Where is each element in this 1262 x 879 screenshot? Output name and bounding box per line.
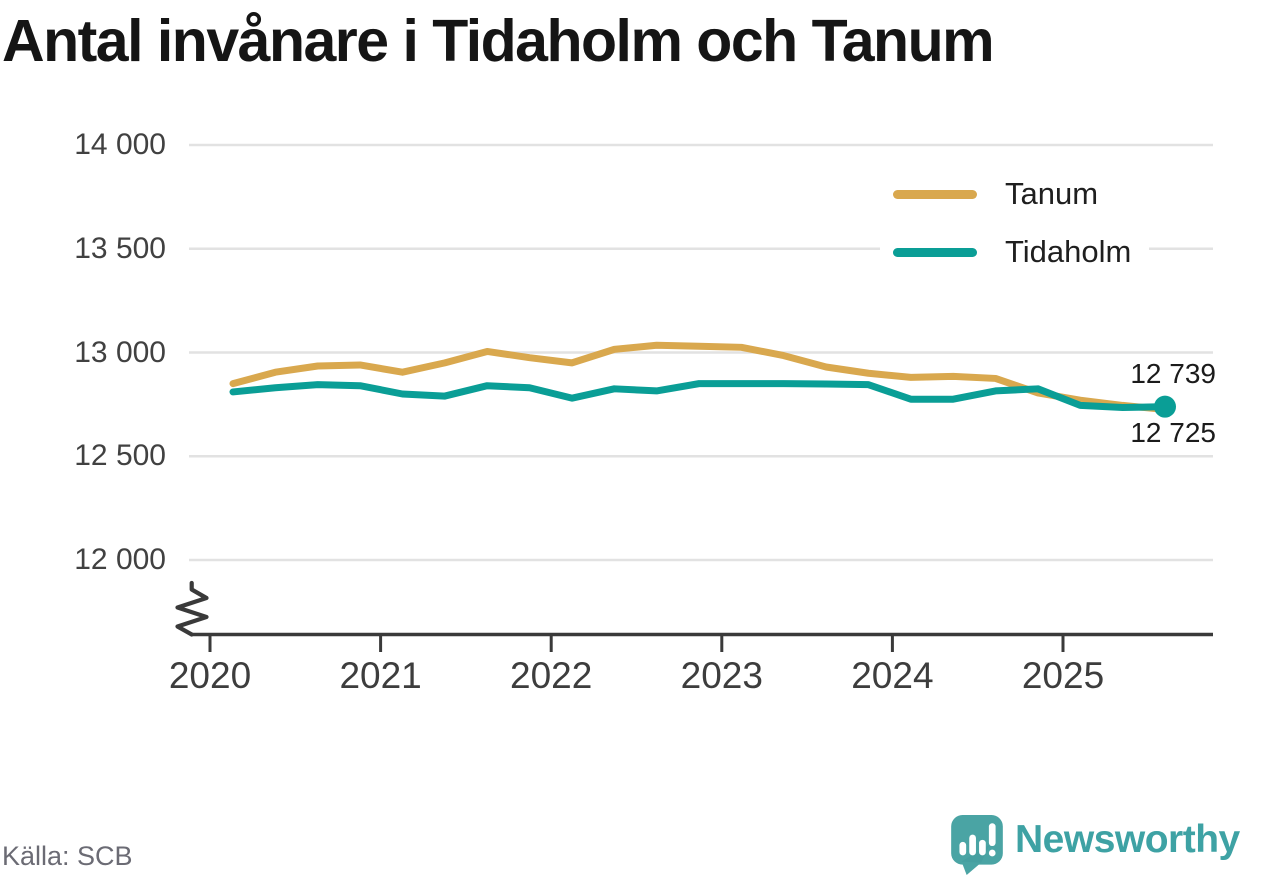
x-tick-label: 2025 [1021, 655, 1105, 696]
newsworthy-bubble-icon [951, 815, 1003, 875]
axis-break-zigzag [175, 580, 209, 637]
source-attribution: Källa: SCB [2, 841, 133, 871]
legend-label-tidaholm: Tidaholm [1005, 234, 1132, 269]
y-tick-label: 13 000 [74, 335, 166, 369]
legend-item-tanum: Tanum [893, 176, 1131, 212]
series-line-tanum [229, 341, 1169, 414]
x-tick-label: 2023 [680, 655, 763, 696]
y-tick-label: 12 000 [74, 543, 166, 576]
end-point-dot-tidaholm [1154, 395, 1176, 418]
x-tick-label: 2024 [851, 655, 934, 696]
y-tick-label: 14 000 [74, 128, 166, 161]
end-value-label-tanum: 12 725 [1130, 417, 1216, 448]
tanum-line-swatch [893, 189, 977, 199]
x-tick-label: 2021 [339, 655, 422, 696]
y-tick-label: 13 500 [74, 231, 166, 265]
legend: Tanum Tidaholm [880, 164, 1150, 280]
tidaholm-line-swatch [893, 247, 977, 257]
newsworthy-wordmark: Newsworthy [1015, 818, 1240, 861]
x-tick-label: 2022 [510, 655, 593, 696]
x-tick-label: 2020 [168, 655, 252, 696]
legend-item-tidaholm: Tidaholm [893, 234, 1131, 270]
chart-title: Antal invånare i Tidaholm och Tanum [2, 8, 995, 74]
y-tick-label: 12 500 [74, 439, 166, 473]
legend-label-tanum: Tanum [1005, 176, 1099, 211]
series-line-tidaholm [229, 380, 1169, 411]
end-value-label-tidaholm: 12 739 [1130, 358, 1216, 389]
newsworthy-logo: Newsworthy [950, 814, 1240, 876]
